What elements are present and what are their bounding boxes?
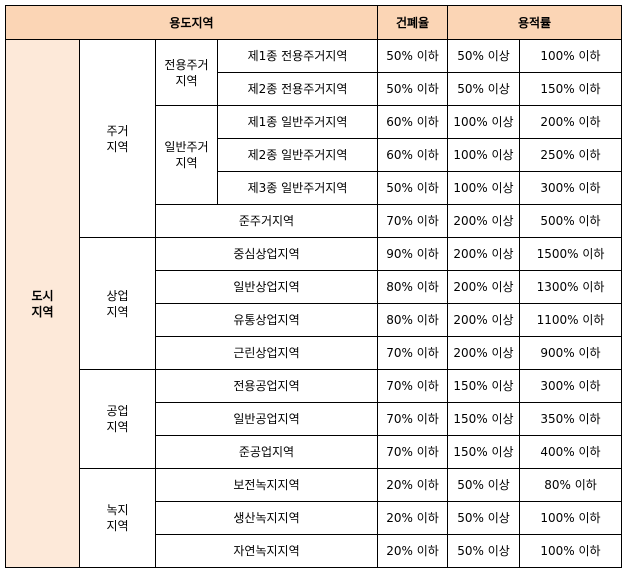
far-max-value: 350% 이하 — [519, 402, 622, 436]
zone-name: 근린상업지역 — [155, 336, 378, 370]
bcr-value: 80% 이하 — [377, 303, 448, 337]
zone-name: 제1종 일반주거지역 — [217, 105, 378, 139]
table-row: 일반상업지역 80% 이하 200% 이상 1300% 이하 — [6, 270, 622, 304]
bcr-value: 70% 이하 — [377, 204, 448, 238]
group-text: 상업 지역 — [106, 288, 129, 319]
bcr-value: 80% 이하 — [377, 270, 448, 304]
far-max-value: 1300% 이하 — [519, 270, 622, 304]
group-text: 공업 지역 — [106, 404, 129, 434]
far-min-value: 200% 이상 — [447, 204, 520, 238]
zoning-table: 용도지역 건폐율 용적률 도시 지역 주거 지역 전용주거 지역 제1종 전용주… — [5, 5, 622, 568]
far-min-value: 50% 이상 — [447, 468, 520, 502]
subgroup-label-exclusive-residential: 전용주거 지역 — [155, 39, 218, 106]
table-row: 일반공업지역 70% 이하 150% 이상 350% 이하 — [6, 402, 622, 436]
group-label-industrial: 공업 지역 — [79, 369, 156, 469]
table-row: 상업 지역 중심상업지역 90% 이하 200% 이상 1500% 이하 — [6, 237, 622, 370]
far-min-value: 200% 이상 — [447, 237, 520, 271]
zone-name: 준공업지역 — [155, 435, 378, 469]
zone-name: 보전녹지지역 — [155, 468, 378, 502]
header-bcr: 건폐율 — [377, 5, 448, 40]
zone-name: 생산녹지지역 — [155, 501, 378, 535]
far-max-value: 400% 이하 — [519, 435, 622, 469]
group-label-green: 녹지 지역 — [79, 468, 156, 568]
bcr-value: 70% 이하 — [377, 402, 448, 436]
city-zone-label: 도시 지역 — [5, 39, 80, 568]
bcr-value: 20% 이하 — [377, 468, 448, 502]
bcr-value: 70% 이하 — [377, 336, 448, 370]
bcr-value: 20% 이하 — [377, 501, 448, 535]
bcr-value: 50% 이하 — [377, 39, 448, 73]
far-min-value: 100% 이상 — [447, 171, 520, 205]
subgroup-label-general-residential: 일반주거 지역 — [155, 105, 218, 205]
far-min-value: 50% 이상 — [447, 501, 520, 535]
zone-name: 유통상업지역 — [155, 303, 378, 337]
bcr-value: 60% 이하 — [377, 105, 448, 139]
far-min-value: 150% 이상 — [447, 369, 520, 403]
bcr-value: 90% 이하 — [377, 237, 448, 271]
table-row: 제2종 전용주거지역 50% 이하 50% 이상 150% 이하 — [6, 72, 622, 106]
bcr-value: 70% 이하 — [377, 435, 448, 469]
table-row: 녹지 지역 보전녹지지역 20% 이하 50% 이상 80% 이하 — [6, 468, 622, 568]
bcr-value: 70% 이하 — [377, 369, 448, 403]
zone-name: 중심상업지역 — [155, 237, 378, 271]
far-max-value: 100% 이하 — [519, 39, 622, 73]
bcr-value: 60% 이하 — [377, 138, 448, 172]
bcr-value: 20% 이하 — [377, 534, 448, 568]
subgroup-text: 일반주거 지역 — [164, 140, 209, 170]
subgroup-text: 전용주거 지역 — [164, 57, 209, 88]
far-min-value: 100% 이상 — [447, 138, 520, 172]
far-max-value: 500% 이하 — [519, 204, 622, 238]
bcr-value: 50% 이하 — [377, 72, 448, 106]
far-max-value: 150% 이하 — [519, 72, 622, 106]
group-label-residential: 주거 지역 — [79, 39, 156, 238]
header-far: 용적률 — [447, 5, 622, 40]
far-min-value: 200% 이상 — [447, 270, 520, 304]
city-zone-text: 도시 지역 — [31, 288, 54, 319]
far-max-value: 200% 이하 — [519, 105, 622, 139]
far-min-value: 50% 이상 — [447, 534, 520, 568]
table-row: 생산녹지지역 20% 이하 50% 이상 100% 이하 — [6, 501, 622, 535]
group-text: 주거 지역 — [106, 123, 129, 154]
far-min-value: 50% 이상 — [447, 72, 520, 106]
table-row: 근린상업지역 70% 이하 200% 이상 900% 이하 — [6, 336, 622, 370]
table-row: 자연녹지지역 20% 이하 50% 이상 100% 이하 — [6, 534, 622, 568]
zone-name: 제2종 일반주거지역 — [217, 138, 378, 172]
far-max-value: 100% 이하 — [519, 534, 622, 568]
zone-name: 준주거지역 — [155, 204, 378, 238]
far-max-value: 300% 이하 — [519, 171, 622, 205]
group-text: 녹지 지역 — [106, 503, 129, 533]
zone-name: 제1종 전용주거지역 — [217, 39, 378, 73]
far-max-value: 80% 이하 — [519, 468, 622, 502]
far-max-value: 250% 이하 — [519, 138, 622, 172]
table-row: 도시 지역 주거 지역 전용주거 지역 제1종 전용주거지역 50% 이하 50… — [5, 39, 622, 568]
far-min-value: 100% 이상 — [447, 105, 520, 139]
zone-name: 전용공업지역 — [155, 369, 378, 403]
zone-name: 제2종 전용주거지역 — [217, 72, 378, 106]
zone-name: 자연녹지지역 — [155, 534, 378, 568]
zone-name: 일반상업지역 — [155, 270, 378, 304]
bcr-value: 50% 이하 — [377, 171, 448, 205]
far-min-value: 150% 이상 — [447, 402, 520, 436]
table-row: 공업 지역 전용공업지역 70% 이하 150% 이상 300% 이하 — [6, 369, 622, 469]
far-max-value: 1100% 이하 — [519, 303, 622, 337]
far-max-value: 900% 이하 — [519, 336, 622, 370]
far-min-value: 200% 이상 — [447, 336, 520, 370]
far-min-value: 200% 이상 — [447, 303, 520, 337]
table-row: 제3종 일반주거지역 50% 이하 100% 이상 300% 이하 — [6, 171, 622, 205]
far-min-value: 150% 이상 — [447, 435, 520, 469]
zone-name: 제3종 일반주거지역 — [217, 171, 378, 205]
group-label-commercial: 상업 지역 — [79, 237, 156, 370]
header-zone: 용도지역 — [5, 5, 378, 40]
far-max-value: 300% 이하 — [519, 369, 622, 403]
far-max-value: 100% 이하 — [519, 501, 622, 535]
far-max-value: 1500% 이하 — [519, 237, 622, 271]
far-min-value: 50% 이상 — [447, 39, 520, 73]
zone-name: 일반공업지역 — [155, 402, 378, 436]
header-row: 용도지역 건폐율 용적률 — [5, 5, 622, 40]
